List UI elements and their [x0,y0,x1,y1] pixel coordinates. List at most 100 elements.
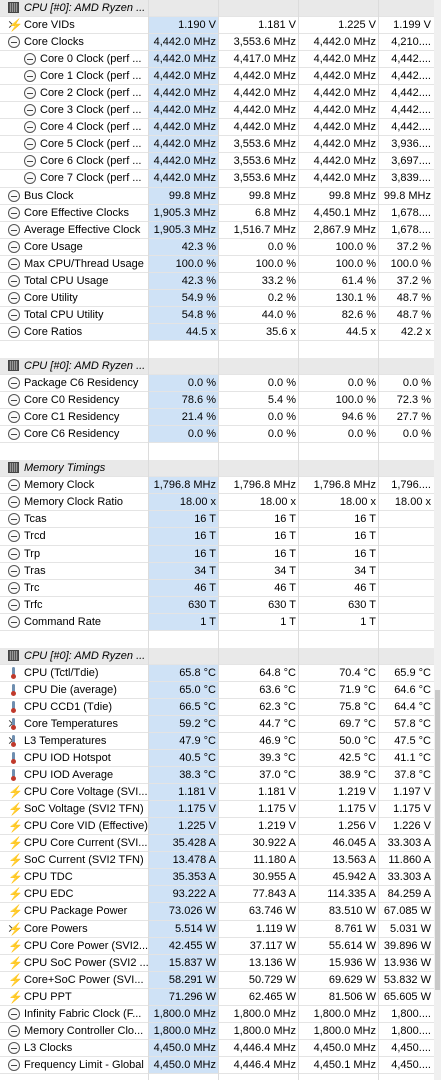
sensor-row[interactable]: CPU CCD1 (Tdie) 66.5 °C 62.3 °C 75.8 °C 64.4… [0,698,434,716]
clock-icon [8,598,20,611]
sensor-label: L3 Temperatures [24,735,107,748]
clock-icon [8,1007,20,1020]
sensor-row[interactable]: Core C6 Residency 0.0 % 0.0 % 0.0 % 0.0 % [0,426,434,444]
sensor-row[interactable]: Trcd 16 T 16 T 16 T [0,528,434,546]
minimum-value: 0.0 % [267,377,296,390]
current-value: 47.9 °C [149,733,219,750]
sensor-row[interactable]: CPU (Tctl/Tdie) 65.8 °C 64.8 °C 70.4 °C 65.9… [0,664,434,682]
sensor-row[interactable]: Core 0 Clock (perf ... 4,442.0 MHz 4,417.0… [0,51,434,69]
sensor-row[interactable]: ⚡ Core VIDs 1.190 V 1.181 V 1.225 V 1.199 V [0,17,434,35]
sensor-label: CPU Core Current (SVI... [24,837,148,850]
sensor-row[interactable]: Core Clocks 4,442.0 MHz 3,553.6 MHz 4,442.0… [0,34,434,52]
sensor-row[interactable]: Memory Controller Clo... 1,800.0 MHz 1,800… [0,1022,434,1040]
sensor-row[interactable]: CPU Die (average) 65.0 °C 63.6 °C 71.9 °C 64… [0,681,434,699]
sensor-row[interactable]: Core 2 Clock (perf ... 4,442.0 MHz 4,442.0… [0,85,434,103]
sensor-row[interactable]: Tcas 16 T 16 T 16 T [0,511,434,529]
sensor-label: Core C6 Residency [24,428,120,441]
sensor-row[interactable]: Command Rate 1 T 1 T 1 T [0,613,434,631]
sensor-row[interactable]: ⚡ CPU SoC Power (SVI2 ... 15.837 W 13.136 W… [0,954,434,972]
scrollbar-thumb[interactable] [435,690,440,990]
sensor-row[interactable]: Core C0 Residency 78.6 % 5.4 % 100.0 % 72.3 … [0,392,434,410]
average-value: 4,442.... [391,104,431,117]
sensor-row[interactable]: Core 7 Clock (perf ... 4,442.0 MHz 3,553.6… [0,170,434,188]
current-value: 46 T [149,579,219,596]
section-header[interactable]: CPU [#0]: AMD Ryzen ... [0,357,434,376]
average-value: 1.175 V [393,803,431,816]
sensor-row[interactable]: Max CPU/Thread Usage 100.0 % 100.0 % 100.0 … [0,255,434,273]
sensor-row[interactable]: Core Usage 42.3 % 0.0 % 100.0 % 37.2 % [0,238,434,256]
sensor-row[interactable]: Core 1 Clock (perf ... 4,442.0 MHz 4,442.0… [0,68,434,86]
sensor-row[interactable]: ⚡ CPU Core VID (Effective) 1.225 V 1.219 V 1… [0,818,434,836]
sensor-row[interactable]: L3 Temperatures 47.9 °C 46.9 °C 50.0 °C 47.5… [0,733,434,751]
sensor-row[interactable]: Package C6 Residency 0.0 % 0.0 % 0.0 % 0.0 % [0,375,434,393]
current-value: 4,442.0 MHz [149,119,219,136]
sensor-row[interactable]: Core 3 Clock (perf ... 4,442.0 MHz 4,442.0… [0,102,434,120]
sensor-label: Memory Clock [24,479,95,492]
sensor-row[interactable]: Total CPU Utility 54.8 % 44.0 % 82.6 % 48.7 … [0,306,434,324]
sensor-row[interactable]: L3 Clocks 4,450.0 MHz 4,446.4 MHz 4,450.0 M… [0,1039,434,1057]
average-value: 1,796.... [391,479,431,492]
sensor-row[interactable]: CPU IOD Hotspot 40.5 °C 39.3 °C 42.5 °C 41.1… [0,750,434,768]
current-value: 100.0 % [149,255,219,272]
sensor-row[interactable]: ⚡ Core+SoC Power (SVI... 58.291 W 50.729 W 6… [0,971,434,989]
sensor-row[interactable]: Tras 34 T 34 T 34 T [0,562,434,580]
sensor-row[interactable]: Core Utility 54.9 % 0.2 % 130.1 % 48.7 % [0,289,434,307]
sensor-row[interactable]: Memory Clock Ratio 18.00 x 18.00 x 18.00 x 1… [0,494,434,512]
sensor-row[interactable]: ⚡ CPU EDC 93.222 A 77.843 A 114.335 A 84.259 … [0,886,434,904]
sensor-row[interactable]: ⚡ SoC Current (SVI2 TFN) 13.478 A 11.180 A 1… [0,852,434,870]
sensor-row[interactable]: Core Effective Clocks 1,905.3 MHz 6.8 MHz 4… [0,204,434,222]
average-value: 27.7 % [396,411,431,424]
sensor-row[interactable]: ⚡ CPU Package Power 73.026 W 63.746 W 83.510… [0,903,434,921]
sensor-row[interactable]: Core Ratios 44.5 x 35.6 x 44.5 x 42.2 x [0,323,434,341]
sensor-row[interactable]: Total CPU Usage 42.3 % 33.2 % 61.4 % 37.2 % [0,272,434,290]
sensor-row[interactable]: ⚡ CPU TDC 35.353 A 30.955 A 45.942 A 33.303 A [0,869,434,887]
sensor-row[interactable]: ⚡ SoC Voltage (SVI2 TFN) 1.175 V 1.175 V 1.1… [0,801,434,819]
minimum-value: 46.9 °C [259,735,296,748]
lightning-icon: ⚡ [8,819,23,834]
lightning-icon: ⚡ [8,938,23,953]
current-value: 1.225 V [149,818,219,835]
sensor-row[interactable]: ⚡ CPU PPT 71.296 W 62.465 W 81.506 W 65.605 W [0,988,434,1006]
sensor-row[interactable]: Memory Clock 1,796.8 MHz 1,796.8 MHz 1,796.… [0,477,434,495]
sensor-row[interactable]: Core 4 Clock (perf ... 4,442.0 MHz 4,442.0… [0,119,434,137]
maximum-value: 75.8 °C [339,700,376,713]
section-header[interactable]: CPU [#0]: AMD Ryzen ... [0,0,434,18]
sensor-row[interactable]: Infinity Fabric Clock (F... 1,800.0 MHz 1,… [0,1005,434,1023]
sensor-row[interactable]: ⚡ CPU Core Power (SVI2... 42.455 W 37.117 W… [0,937,434,955]
thermometer-icon [8,717,20,730]
vertical-scrollbar[interactable] [434,0,441,1080]
current-value: 58.291 W [149,971,219,988]
maximum-value: 100.0 % [335,394,376,407]
sensor-label: Core Powers [24,922,88,935]
sensor-row[interactable]: Trc 46 T 46 T 46 T [0,579,434,597]
column-divider [378,0,379,1080]
maximum-value: 46.045 A [332,837,376,850]
clock-icon [8,1058,20,1071]
sensor-label: Tcas [24,513,47,526]
sensor-row[interactable]: Core 5 Clock (perf ... 4,442.0 MHz 3,553.6… [0,136,434,154]
sensor-row[interactable]: Core C1 Residency 21.4 % 0.0 % 94.6 % 27.7 % [0,409,434,427]
maximum-value: 1,800.0 MHz [313,1007,376,1020]
current-value: 1,800.0 MHz [149,1022,219,1039]
section-header[interactable]: Memory Timings [0,460,434,478]
sensor-row[interactable]: ⚡ CPU Core Current (SVI... 35.428 A 30.922 … [0,835,434,853]
sensor-row[interactable]: CPU IOD Average 38.3 °C 37.0 °C 38.9 °C 37.8… [0,767,434,785]
sensor-row[interactable]: Core Temperatures 59.2 °C 44.7 °C 69.7 °C 57… [0,715,434,734]
section-header[interactable]: CPU [#0]: AMD Ryzen ... [0,647,434,665]
sensor-row[interactable]: Core 6 Clock (perf ... 4,442.0 MHz 3,553.6… [0,153,434,171]
current-value: 1,905.3 MHz [149,204,219,221]
sensor-row[interactable]: Bus Clock 99.8 MHz 99.8 MHz 99.8 MHz 99.8 MH… [0,187,434,205]
sensor-label: CPU TDC [24,871,73,884]
sensor-row[interactable]: Average Effective Clock 1,905.3 MHz 1,516.… [0,221,434,239]
column-divider [148,0,149,1080]
sensor-row[interactable]: Frequency Limit - Global 4,450.0 MHz 4,446… [0,1056,434,1074]
sensor-row[interactable]: Trp 16 T 16 T 16 T [0,545,434,563]
lightning-icon: ⚡ [8,972,23,987]
minimum-value: 34 T [274,564,296,577]
current-value: 0.0 % [149,426,219,443]
sensor-label: CPU PPT [24,990,72,1003]
sensor-row[interactable]: ⚡ Core Powers 5.514 W 1.119 W 8.761 W 5.031 W [0,920,434,938]
sensor-row[interactable]: Trfc 630 T 630 T 630 T [0,596,434,614]
clock-icon [8,325,20,338]
